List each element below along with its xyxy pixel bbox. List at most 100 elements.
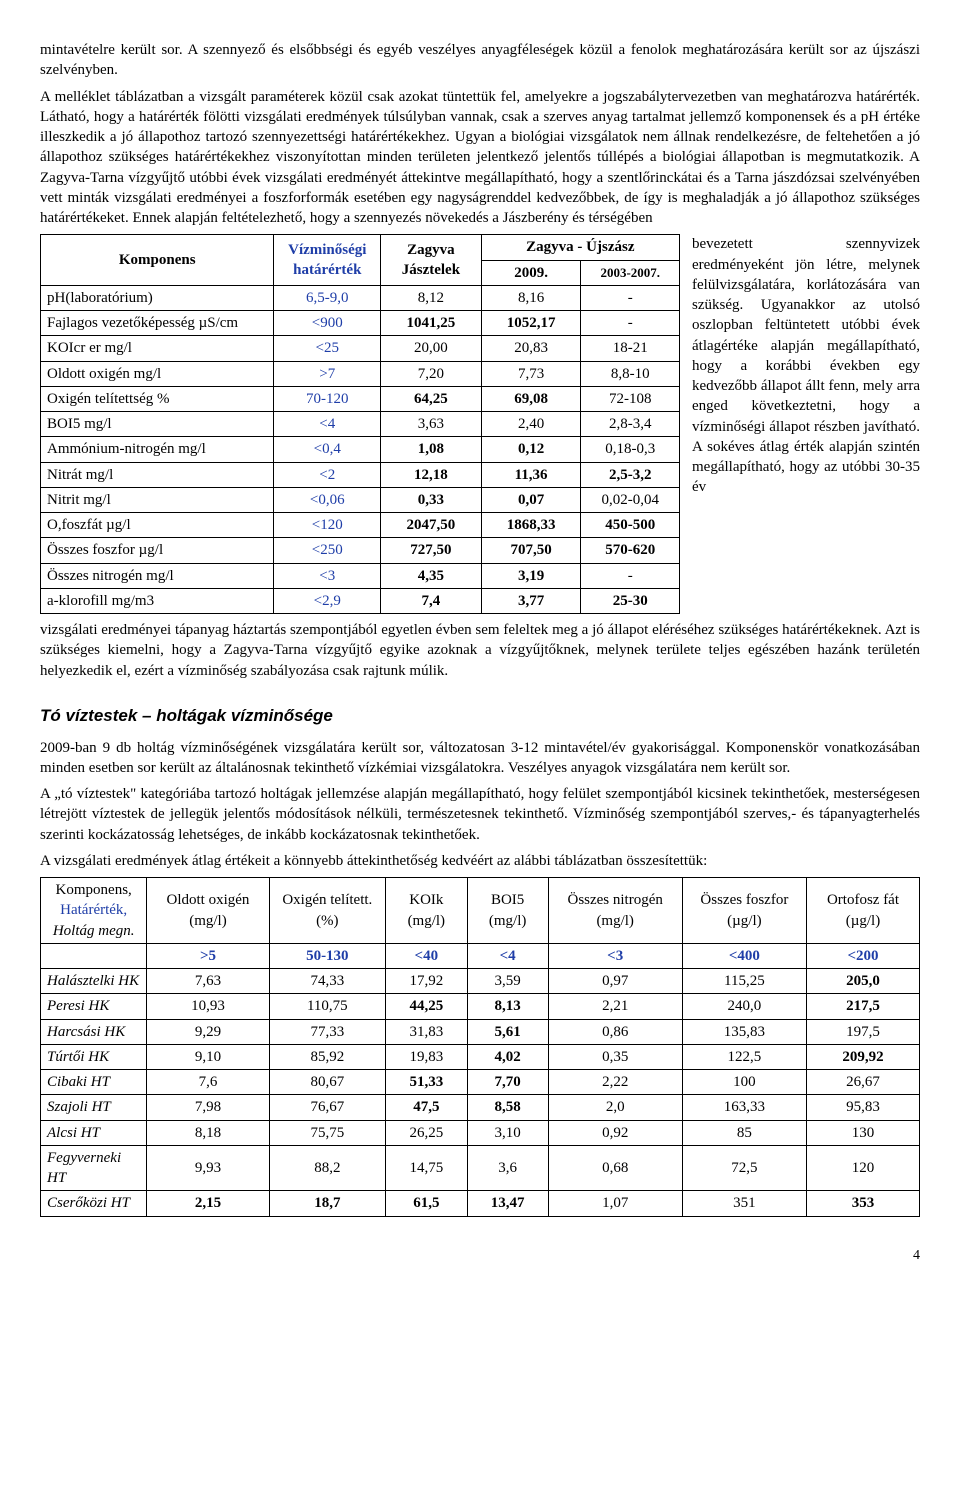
col-zagyva-ujszasz: Zagyva - Újszász (481, 235, 679, 260)
hk-cell-value: 3,10 (467, 1120, 548, 1145)
hk-cell-value: 205,0 (806, 969, 919, 994)
table-row: pH(laboratórium)6,5-9,08,128,16- (41, 285, 680, 310)
hk-row-name: Cserőközi HT (41, 1191, 147, 1216)
hk-cell-value: 88,2 (269, 1145, 385, 1191)
table-row: a-klorofill mg/m3<2,97,43,7725-30 (41, 588, 680, 613)
cell-value: 20,83 (481, 336, 581, 361)
hk-cell-value: 115,25 (682, 969, 806, 994)
cell-limit: <2 (274, 462, 381, 487)
hk-row-name: Halásztelki HK (41, 969, 147, 994)
cell-komponens: Oxigén telítettség % (41, 386, 274, 411)
cell-komponens: Nitrit mg/l (41, 487, 274, 512)
hk-cell-value: 85 (682, 1120, 806, 1145)
hk-cell-value: 17,92 (386, 969, 468, 994)
table-row: Oldott oxigén mg/l>77,207,738,8-10 (41, 361, 680, 386)
cell-limit: <0,4 (274, 437, 381, 462)
cell-value: 8,12 (381, 285, 482, 310)
table-row: Oxigén telítettség %70-12064,2569,0872-1… (41, 386, 680, 411)
hk-row-name: Fegyverneki HT (41, 1145, 147, 1191)
hk-cell-value: 4,02 (467, 1044, 548, 1069)
hk-cell-value: 0,97 (548, 969, 682, 994)
after-table1-paragraph: vizsgálati eredményei tápanyag háztartás… (40, 620, 920, 681)
hk-cell-value: 1,07 (548, 1191, 682, 1216)
table-row: Ammónium-nitrogén mg/l<0,41,080,120,18-0… (41, 437, 680, 462)
water-quality-table: Komponens Vízminőségi határérték Zagyva … (40, 234, 680, 614)
cell-value: 2,5-3,2 (581, 462, 680, 487)
hk-cell-value: 8,58 (467, 1095, 548, 1120)
hk-cell-value: 2,0 (548, 1095, 682, 1120)
cell-limit: 6,5-9,0 (274, 285, 381, 310)
intro-paragraph-2: A melléklet táblázatban a vizsgált param… (40, 87, 920, 229)
hk-cell-value: 31,83 (386, 1019, 468, 1044)
holtag-paragraph-1: 2009-ban 9 db holtág vízminőségének vizs… (40, 738, 920, 779)
hk-col-rowhead: Komponens, Határérték, Holtág megn. (41, 878, 147, 944)
hk-col-header: BOI5 (mg/l) (467, 878, 548, 944)
hk-cell-value: 197,5 (806, 1019, 919, 1044)
cell-value: 4,35 (381, 563, 482, 588)
hk-row-name: Cibaki HT (41, 1070, 147, 1095)
table-row: Cserőközi HT2,1518,761,513,471,07351353 (41, 1191, 920, 1216)
limit-label-1: Vízminőségi (288, 242, 366, 258)
hk-row-name: Peresi HK (41, 994, 147, 1019)
cell-value: 570-620 (581, 538, 680, 563)
hk-cell-value: 122,5 (682, 1044, 806, 1069)
hk-cell-value: 353 (806, 1191, 919, 1216)
hk-cell-value: 163,33 (682, 1095, 806, 1120)
hk-row-name: Alcsi HT (41, 1120, 147, 1145)
hk-cell-value: 0,92 (548, 1120, 682, 1145)
hk-cell-value: 209,92 (806, 1044, 919, 1069)
cell-komponens: Összes foszfor µg/l (41, 538, 274, 563)
hk-cell-value: 135,83 (682, 1019, 806, 1044)
hk-cell-value: 19,83 (386, 1044, 468, 1069)
hk-cell-value: 72,5 (682, 1145, 806, 1191)
hk-cell-value: 51,33 (386, 1070, 468, 1095)
cell-value: 1041,25 (381, 311, 482, 336)
hk-cell-value: 110,75 (269, 994, 385, 1019)
table-row: Fajlagos vezetőképesség µS/cm<9001041,25… (41, 311, 680, 336)
hk-cell-value: 0,86 (548, 1019, 682, 1044)
hk-row-name: Túrtői HK (41, 1044, 147, 1069)
hk-cell-value: 10,93 (147, 994, 269, 1019)
hk-limit-cell: <40 (386, 943, 468, 968)
section-title-holtagak: Tó víztestek – holtágak vízminősége (40, 705, 920, 728)
hk-cell-value: 3,6 (467, 1145, 548, 1191)
hk-limit-cell: <3 (548, 943, 682, 968)
hk-limit-cell: >5 (147, 943, 269, 968)
hk-cell-value: 351 (682, 1191, 806, 1216)
cell-limit: >7 (274, 361, 381, 386)
hk-cell-value: 44,25 (386, 994, 468, 1019)
hk-cell-value: 26,25 (386, 1120, 468, 1145)
hk-cell-value: 26,67 (806, 1070, 919, 1095)
cell-limit: 70-120 (274, 386, 381, 411)
hk-cell-value: 9,29 (147, 1019, 269, 1044)
cell-value: 0,07 (481, 487, 581, 512)
cell-value: 707,50 (481, 538, 581, 563)
hk-col-header: Oldott oxigén (mg/l) (147, 878, 269, 944)
col-zagyva-jasztelek: Zagyva Jásztelek (381, 235, 482, 286)
hk-row-name: Szajoli HT (41, 1095, 147, 1120)
hk-limit-cell: <200 (806, 943, 919, 968)
hk-cell-value: 75,75 (269, 1120, 385, 1145)
hk-limit-cell: 50-130 (269, 943, 385, 968)
cell-value: 72-108 (581, 386, 680, 411)
hk-col-header: Oxigén telített. (%) (269, 878, 385, 944)
cell-value: 8,8-10 (581, 361, 680, 386)
cell-value: 1,08 (381, 437, 482, 462)
table-row: BOI5 mg/l<43,632,402,8-3,4 (41, 412, 680, 437)
cell-limit: <900 (274, 311, 381, 336)
col-2003-2007: 2003-2007. (581, 260, 680, 285)
col-komponens: Komponens (41, 235, 274, 286)
hk-cell-value: 76,67 (269, 1095, 385, 1120)
cell-value: 3,19 (481, 563, 581, 588)
cell-limit: <0,06 (274, 487, 381, 512)
cell-value: 3,63 (381, 412, 482, 437)
hk-cell-value: 13,47 (467, 1191, 548, 1216)
cell-limit: <2,9 (274, 588, 381, 613)
cell-value: 0,18-0,3 (581, 437, 680, 462)
hk-row-name: Harcsási HK (41, 1019, 147, 1044)
cell-value: 450-500 (581, 513, 680, 538)
cell-komponens: Ammónium-nitrogén mg/l (41, 437, 274, 462)
hk-col-header: Ortofosz fát (µg/l) (806, 878, 919, 944)
hk-limit-empty (41, 943, 147, 968)
table-row: Összes foszfor µg/l<250727,50707,50570-6… (41, 538, 680, 563)
